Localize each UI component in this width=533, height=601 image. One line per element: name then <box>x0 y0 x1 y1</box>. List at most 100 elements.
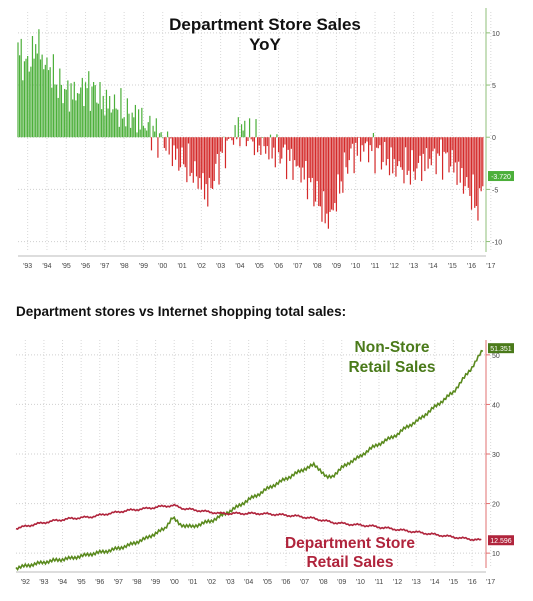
yoy-bar <box>60 84 63 138</box>
x-tick-label: '93 <box>23 263 32 270</box>
yoy-bar <box>379 137 381 146</box>
yoy-bar <box>178 137 180 171</box>
yoy-bar <box>215 137 217 164</box>
yoy-bar <box>19 55 21 138</box>
yoy-bar <box>38 29 40 138</box>
yoy-bar <box>421 137 423 182</box>
x-tick-label: '05 <box>255 263 264 270</box>
yoy-bar <box>417 137 420 163</box>
yoy-bar <box>197 137 199 189</box>
yoy-bar <box>216 137 219 154</box>
yoy-bar <box>247 137 249 142</box>
y-tick-label: 20 <box>492 502 500 509</box>
yoy-bar <box>419 137 421 156</box>
yoy-bar <box>310 137 312 183</box>
yoy-bar <box>376 137 378 148</box>
y-tick-label: 10 <box>492 31 500 38</box>
yoy-bar <box>276 134 278 138</box>
x-tick-label: '03 <box>225 579 234 586</box>
yoy-bar <box>228 137 230 140</box>
yoy-bar <box>470 137 473 210</box>
yoy-bar <box>57 97 59 138</box>
yoy-bar <box>152 125 154 138</box>
yoy-bar <box>289 137 291 161</box>
yoy-bar <box>369 137 371 146</box>
x-tick-label: '10 <box>351 263 360 270</box>
yoy-bar <box>30 66 32 138</box>
yoy-bar <box>425 137 428 149</box>
yoy-bar <box>472 137 474 175</box>
yoy-bar <box>295 137 297 167</box>
yoy-bar <box>364 137 366 144</box>
yoy-bar <box>448 137 450 173</box>
x-tick-label: '94 <box>42 263 51 270</box>
yoy-bar <box>155 118 157 138</box>
x-tick-label: '95 <box>77 579 86 586</box>
yoy-bar <box>382 137 384 163</box>
yoy-bar <box>226 137 228 141</box>
x-tick-label: '93 <box>39 579 48 586</box>
yoy-bar <box>218 137 220 185</box>
x-tick-label: '96 <box>81 263 90 270</box>
yoy-bar <box>351 137 354 144</box>
y-tick-label: 30 <box>492 452 500 459</box>
yoy-bar <box>96 102 98 138</box>
yoy-bar <box>236 137 238 140</box>
x-tick-label: '12 <box>393 579 402 586</box>
yoy-bar <box>474 137 476 208</box>
x-tick-label: '10 <box>356 579 365 586</box>
yoy-bar <box>70 83 72 138</box>
yoy-bar <box>27 56 29 138</box>
yoy-bar <box>25 58 27 138</box>
yoy-bar <box>255 119 257 138</box>
yoy-bar <box>242 130 244 138</box>
yoy-bar <box>213 137 215 182</box>
yoy-bar <box>327 137 329 229</box>
yoy-bar <box>20 38 22 138</box>
yoy-bar <box>86 88 88 138</box>
x-tick-label: '16 <box>467 263 476 270</box>
yoy-bar <box>142 125 145 138</box>
yoy-bar <box>387 137 389 160</box>
yoy-bar <box>335 137 338 212</box>
yoy-bar <box>221 137 223 153</box>
yoy-bar <box>411 137 413 151</box>
yoy-bar <box>372 132 375 138</box>
x-tick-label: '01 <box>188 579 197 586</box>
yoy-bar <box>403 137 405 184</box>
yoy-bar <box>123 117 125 138</box>
yoy-bar <box>302 137 304 168</box>
x-tick-label: '99 <box>151 579 160 586</box>
yoy-bar <box>432 137 434 152</box>
yoy-bar <box>210 137 212 189</box>
yoy-bar <box>339 137 341 194</box>
yoy-bar <box>28 71 30 138</box>
yoy-bar <box>265 137 267 154</box>
yoy-bar <box>359 137 362 162</box>
yoy-bar <box>245 137 247 147</box>
yoy-bar <box>284 137 286 145</box>
yoy-bar <box>81 77 83 138</box>
yoy-bar <box>269 134 272 138</box>
yoy-bar <box>462 137 465 194</box>
yoy-bar <box>17 42 19 138</box>
y-tick-label: 40 <box>492 402 500 409</box>
yoy-bar <box>88 71 90 138</box>
yoy-bar <box>55 84 58 138</box>
yoy-bar <box>76 93 79 138</box>
yoy-bar <box>184 137 186 168</box>
yoy-bar <box>343 137 346 153</box>
department-store-label-line2: Retail Sales <box>306 554 393 571</box>
yoy-bar <box>298 137 301 168</box>
yoy-bar <box>51 87 53 138</box>
yoy-bar <box>128 113 130 138</box>
yoy-bar <box>342 137 344 193</box>
yoy-bar <box>396 137 399 167</box>
yoy-bar <box>120 88 122 138</box>
yoy-bar <box>480 137 482 192</box>
yoy-bar <box>285 137 288 180</box>
yoy-bar <box>451 137 453 150</box>
x-tick-label: '08 <box>313 263 322 270</box>
x-tick-label: '17 <box>486 263 495 270</box>
yoy-bar <box>35 44 37 138</box>
